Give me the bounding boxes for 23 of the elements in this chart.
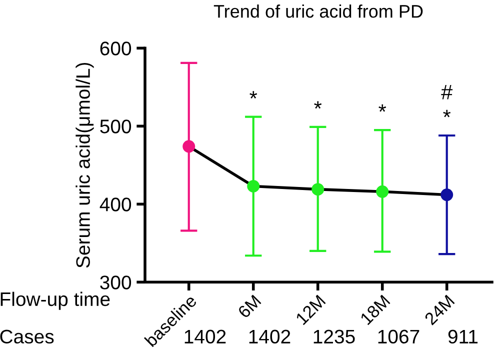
- y-tick-label: 400: [100, 198, 132, 212]
- annotation: *: [443, 110, 451, 118]
- point: [182, 140, 196, 153]
- annotation: *: [378, 104, 386, 112]
- annotation: *: [314, 101, 322, 109]
- y-axis-title: Serum uric acid(μmol/L): [76, 62, 94, 268]
- text: 1067: [378, 330, 420, 344]
- point: [440, 188, 454, 202]
- annotation: #: [441, 84, 453, 100]
- text: 1402: [249, 330, 290, 344]
- y-tick-label: 500: [100, 120, 132, 134]
- chart-title: Trend of uric acid from PD: [214, 4, 423, 18]
- text: 911: [448, 330, 478, 344]
- y-tick-label: 300: [100, 276, 132, 290]
- annotation: *: [250, 91, 258, 98]
- point: [247, 180, 260, 192]
- x-axis-title: Flow-up time: [0, 292, 110, 310]
- y-tick-label: 600: [100, 42, 132, 56]
- text: 1235: [314, 330, 355, 344]
- point: [376, 185, 389, 198]
- point: [312, 183, 324, 196]
- x-tick-label: 6M: [237, 294, 262, 319]
- text: Cases: [0, 330, 54, 344]
